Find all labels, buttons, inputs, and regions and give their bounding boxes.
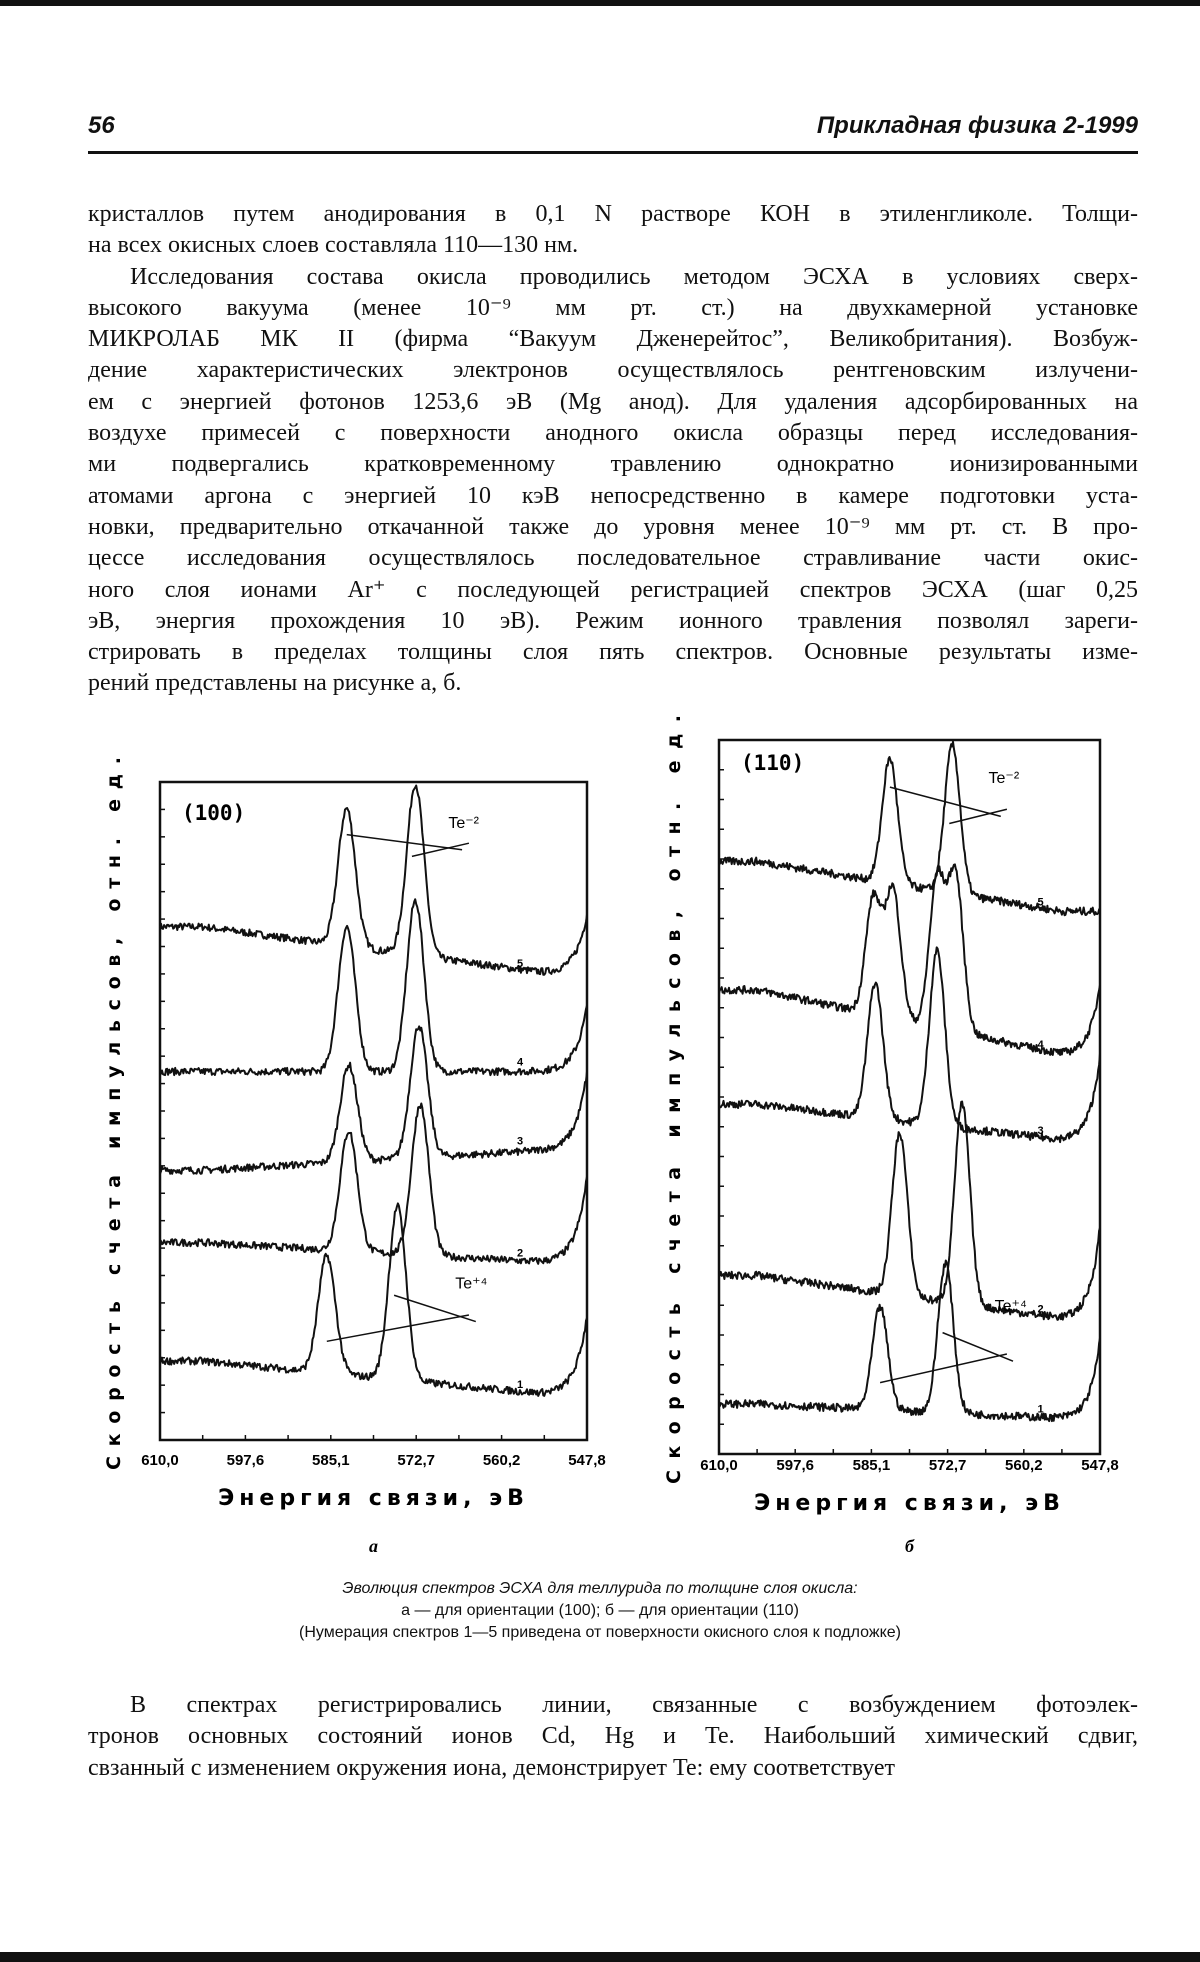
spectrum-number: 4 [1038, 1039, 1045, 1051]
text-line: стрировать в пределах толщины слоя пять … [88, 639, 1138, 666]
text-line: воздухе примесей с поверхности анодного … [88, 420, 1138, 447]
caption-line-3: (Нумерация спектров 1—5 приведена от пов… [299, 1624, 901, 1641]
plot-frame [717, 738, 1102, 1456]
annotation-line [346, 833, 463, 851]
x-tick-label: 547,8 [1081, 1457, 1119, 1474]
ion-label: Te⁺⁴ [455, 1276, 487, 1293]
x-tick-label: 610,0 [700, 1457, 738, 1474]
annotation-pointer [411, 842, 470, 858]
ion-label: Te⁻² [448, 815, 479, 832]
x-tick-label: 610,0 [141, 1452, 179, 1469]
page-number: 56 [88, 112, 115, 139]
panel-label: (110) [741, 751, 804, 775]
annotation-pointer [393, 1294, 477, 1323]
text-line: тронов основных состояний ионов Cd, Hg и… [88, 1723, 1138, 1750]
text-line: ем с энергией фотонов 1253,6 эВ (Mg анод… [88, 388, 1138, 415]
chart-panel-1: 610,0 597,6 585,1 572,7 560,2 547,8 Энергия св… [103, 752, 606, 1556]
annotation-line [326, 1314, 470, 1343]
header-rule [88, 151, 1138, 154]
x-tick-label: 560,2 [483, 1452, 521, 1469]
annotation-line [879, 1353, 1008, 1384]
caption-line-2: а — для ориентации (100); б — для ориент… [401, 1602, 799, 1619]
text-line: рений представлены на рисунке а, б. [88, 670, 462, 697]
text-line: В спектрах регистрировались линии, связа… [130, 1692, 1138, 1718]
panel-sublabel: б [905, 1536, 915, 1556]
text-line: на всех окисных слоев составляла 110—130… [88, 232, 579, 259]
spectrum-number: 2 [517, 1247, 523, 1259]
spectrum-number: 1 [517, 1379, 523, 1391]
journal-title: Прикладная физика 2-1999 [816, 112, 1138, 139]
panel-sublabel: а [369, 1536, 378, 1556]
spectrum-4 [718, 863, 1101, 1056]
scan-edge-top [0, 0, 1200, 6]
y-axis-title: Скорость счета импульсов, отн. ед. [663, 710, 685, 1484]
x-tick-label: 560,2 [1005, 1457, 1043, 1474]
spectrum-1 [159, 1202, 588, 1397]
scan-edge-bottom [0, 1952, 1200, 1962]
text-line: ного слоя ионами Ar⁺ с последующей регис… [88, 576, 1138, 603]
text-line: МИКРОЛАБ МК II (фирма “Вакуум Дженерейто… [88, 326, 1138, 353]
text-line: Исследования состава окисла проводились … [130, 263, 1138, 290]
spectrum-1 [718, 1259, 1101, 1423]
paragraph-1: кристаллов путем анодирования в 0,1 N ра… [88, 199, 1138, 700]
x-axis-title: Энергия связи, эВ [218, 1486, 529, 1511]
annotation-pointer [949, 808, 1008, 825]
spectrum-3 [159, 1025, 588, 1175]
spectrum-number: 5 [517, 958, 523, 970]
spectrum-5 [718, 740, 1101, 917]
x-tick-label: 547,8 [568, 1452, 606, 1469]
text-line: свзанный с изменением окружения иона, де… [88, 1754, 896, 1781]
x-axis-title: Энергия связи, эВ [754, 1491, 1065, 1516]
chart-panel-2: 610,0 597,6 585,1 572,7 560,2 547,8 Энергия св… [663, 710, 1119, 1556]
x-tick-label: 572,7 [929, 1457, 967, 1474]
text-line: дение характеристических электронов осущ… [88, 357, 1138, 384]
ion-label: Te⁻² [989, 770, 1020, 787]
x-tick-label: 585,1 [853, 1457, 891, 1474]
annotation-line [889, 786, 1001, 818]
spectrum-3 [718, 946, 1101, 1144]
y-axis-title: Скорость счета импульсов, отн. ед. [103, 752, 125, 1470]
x-tick-label: 572,7 [397, 1452, 435, 1469]
spectrum-4 [159, 898, 588, 1077]
spectrum-number: 2 [1038, 1303, 1044, 1315]
text-line: атомами аргона с энергией 10 кэВ непосре… [88, 482, 1138, 509]
spectrum-5 [159, 784, 588, 976]
x-tick-label: 585,1 [312, 1452, 350, 1469]
plot-frame [158, 780, 589, 1442]
spectrum-2 [718, 1100, 1101, 1321]
text-line: ми подвергались кратковременному травлен… [88, 451, 1138, 478]
spectrum-2 [159, 1102, 588, 1265]
text-line: эВ, энергия прохождения 10 эВ). Режим ио… [88, 607, 1138, 634]
spectrum-number: 3 [517, 1135, 523, 1147]
text-line: новки, предварительно откачанной также д… [88, 513, 1138, 540]
ion-label: Te⁺⁴ [995, 1298, 1027, 1315]
text-line: кристаллов путем анодирования в 0,1 N ра… [88, 201, 1138, 227]
text-line: цессе исследования осуществлялось послед… [88, 545, 1138, 572]
x-tick-label: 597,6 [227, 1452, 265, 1469]
x-tick-label: 597,6 [776, 1457, 814, 1474]
panel-label: (100) [182, 801, 245, 825]
spectrum-number: 1 [1038, 1403, 1044, 1415]
spectrum-number: 4 [517, 1057, 524, 1069]
caption-title: Эволюция спектров ЭСХА для теллурида по … [342, 1580, 858, 1597]
text-line: высокого вакуума (менее 10⁻⁹ мм рт. ст.)… [88, 294, 1138, 321]
spectrum-number: 5 [1038, 896, 1044, 908]
spectrum-number: 3 [1038, 1125, 1044, 1137]
paragraph-3: В спектрах регистрировались линии, связа… [88, 1690, 1138, 1784]
annotation-pointer [942, 1331, 1014, 1362]
